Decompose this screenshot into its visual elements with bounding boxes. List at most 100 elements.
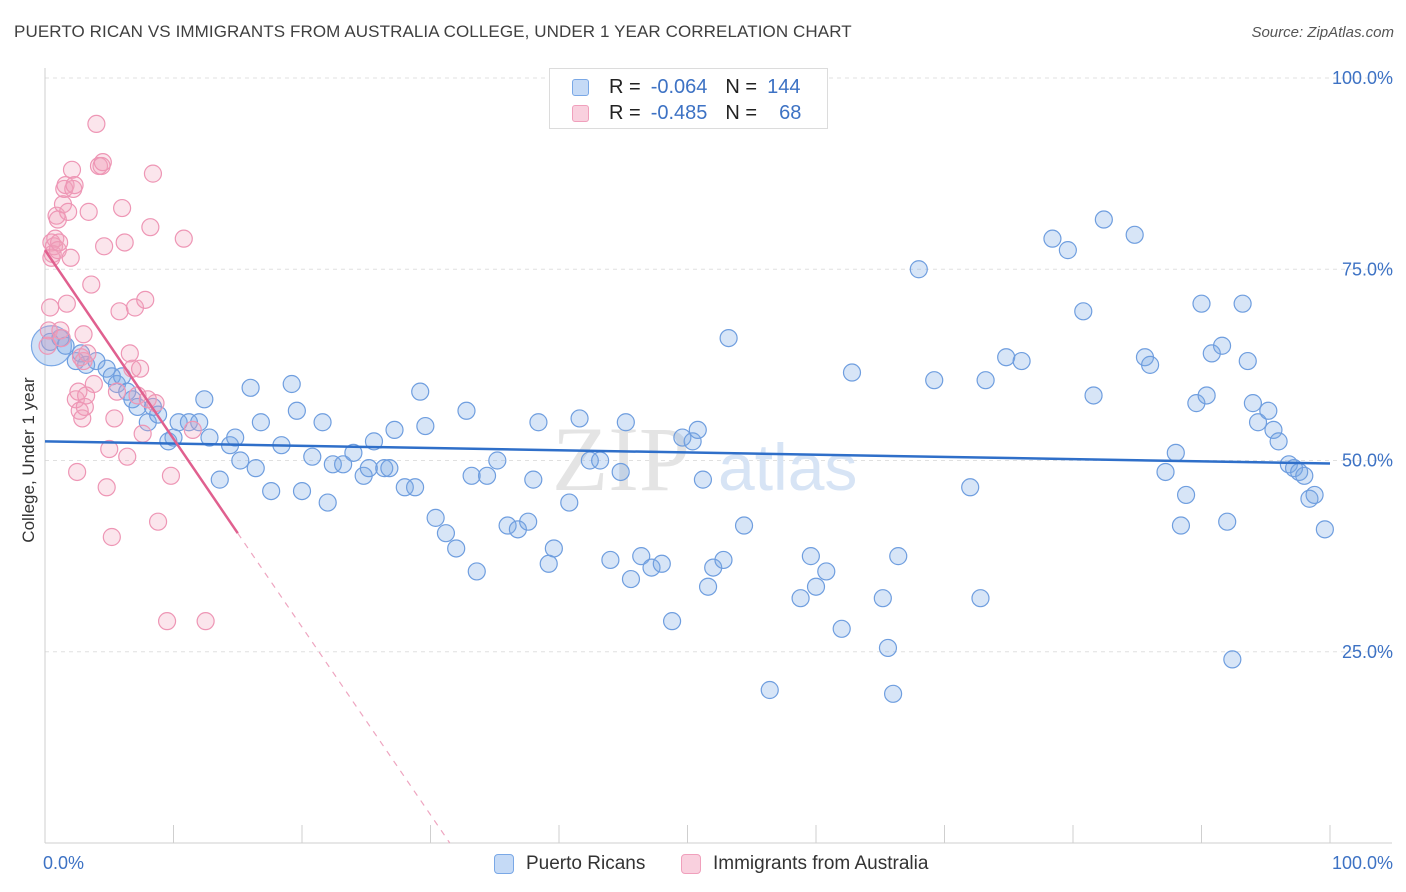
data-point-immigrants <box>196 612 215 631</box>
data-point-puerto-ricans <box>1248 413 1268 432</box>
data-point-puerto-ricans <box>1084 386 1103 405</box>
data-point-puerto-ricans <box>1094 210 1113 229</box>
data-point-puerto-ricans <box>529 413 548 432</box>
data-point-puerto-ricans <box>447 539 466 558</box>
data-point-puerto-ricans <box>544 539 563 558</box>
bottom-legend-swatch-blue <box>494 854 514 874</box>
data-point-immigrants <box>115 233 134 252</box>
data-point-puerto-ricans <box>889 547 908 566</box>
bottom-legend-immigrants: Immigrants from Australia <box>681 852 928 876</box>
data-point-puerto-ricans <box>570 409 589 428</box>
data-point-puerto-ricans <box>971 589 990 608</box>
legend-r-value: -0.485 <box>650 101 708 124</box>
legend-n-value: 144 <box>767 75 801 98</box>
data-point-puerto-ricans <box>601 550 620 570</box>
data-point-puerto-ricans <box>1012 351 1031 371</box>
bottom-legend-swatch-pink <box>681 854 701 874</box>
data-point-puerto-ricans <box>883 684 903 703</box>
data-point-puerto-ricans <box>976 371 995 390</box>
data-point-puerto-ricans <box>652 554 671 573</box>
data-point-puerto-ricans <box>524 470 543 489</box>
data-point-puerto-ricans <box>385 420 404 439</box>
data-point-puerto-ricans <box>1295 466 1314 485</box>
data-point-puerto-ricans <box>1269 432 1288 451</box>
y-axis-label: College, Under 1 year <box>19 377 38 543</box>
data-point-immigrants <box>102 527 121 547</box>
data-point-puerto-ricans <box>832 619 851 638</box>
data-point-puerto-ricans <box>683 432 702 451</box>
data-point-puerto-ricans <box>611 462 630 482</box>
data-point-puerto-ricans <box>909 260 928 279</box>
data-point-puerto-ricans <box>925 371 944 390</box>
data-point-puerto-ricans <box>1197 386 1216 405</box>
data-point-puerto-ricans <box>693 470 713 489</box>
data-point-immigrants <box>65 176 84 195</box>
data-point-puerto-ricans <box>539 554 558 573</box>
data-point-puerto-ricans <box>323 455 342 474</box>
y-tick-label: 100.0% <box>1332 68 1393 88</box>
data-point-puerto-ricans <box>734 516 754 535</box>
data-point-puerto-ricans <box>375 459 394 478</box>
data-point-immigrants <box>183 420 202 439</box>
data-point-puerto-ricans <box>292 482 312 501</box>
data-point-puerto-ricans <box>873 589 892 608</box>
data-point-puerto-ricans <box>801 547 820 566</box>
data-point-immigrants <box>174 229 193 248</box>
data-point-puerto-ricans <box>817 562 836 581</box>
data-point-immigrants <box>93 153 112 172</box>
data-point-immigrants <box>100 439 119 459</box>
data-point-puerto-ricans <box>457 401 476 420</box>
data-point-puerto-ricans <box>1074 302 1093 321</box>
data-point-immigrants <box>75 397 94 417</box>
data-point-immigrants <box>79 202 98 221</box>
data-point-puerto-ricans <box>303 447 322 466</box>
data-point-immigrants <box>133 424 152 443</box>
data-point-puerto-ricans <box>1058 241 1077 260</box>
data-point-puerto-ricans <box>1238 351 1257 371</box>
bottom-legend-label: Immigrants from Australia <box>713 853 929 874</box>
watermark-atlas: atlas <box>718 430 857 504</box>
data-point-puerto-ricans <box>169 413 188 432</box>
data-point-puerto-ricans <box>411 382 430 401</box>
data-point-immigrants <box>95 237 114 256</box>
data-point-immigrants <box>50 233 69 252</box>
data-point-immigrants <box>87 114 106 134</box>
data-point-immigrants <box>120 344 139 363</box>
data-point-puerto-ricans <box>1212 336 1232 355</box>
y-tick-label: 25.0% <box>1342 642 1393 662</box>
data-point-puerto-ricans <box>632 547 651 566</box>
axes <box>44 68 1392 844</box>
data-point-puerto-ricans <box>231 451 250 470</box>
data-point-puerto-ricans <box>688 420 707 439</box>
data-point-puerto-ricans <box>642 558 661 577</box>
data-point-puerto-ricans <box>1176 485 1196 505</box>
data-point-immigrants <box>105 409 124 428</box>
data-point-puerto-ricans <box>195 390 214 409</box>
source-credit: Source: ZipAtlas.com <box>1251 24 1394 41</box>
data-point-puerto-ricans <box>1140 355 1160 374</box>
data-point-puerto-ricans <box>1192 294 1211 313</box>
data-point-puerto-ricans <box>519 512 538 531</box>
data-point-immigrants <box>74 325 93 344</box>
data-point-immigrants <box>161 466 181 485</box>
x-tick-label: 0.0% <box>43 853 84 873</box>
data-point-puerto-ricans <box>621 569 641 589</box>
trend-line-immigrants-extension <box>237 532 451 844</box>
data-point-puerto-ricans <box>436 524 456 543</box>
data-point-puerto-ricans <box>1171 516 1191 535</box>
data-point-puerto-ricans <box>1259 401 1278 420</box>
data-point-puerto-ricans <box>416 416 435 436</box>
data-point-puerto-ricans <box>364 432 384 451</box>
data-point-immigrants <box>143 164 163 183</box>
y-tick-label: 75.0% <box>1342 259 1393 279</box>
data-point-immigrants <box>61 248 80 267</box>
data-point-immigrants <box>57 294 76 313</box>
data-point-puerto-ricans <box>241 378 260 397</box>
data-point-immigrants <box>84 374 103 394</box>
data-point-puerto-ricans <box>282 374 301 394</box>
data-point-puerto-ricans <box>698 577 718 596</box>
data-point-puerto-ricans <box>1125 225 1144 244</box>
data-point-immigrants <box>112 198 132 218</box>
data-point-immigrants <box>141 218 160 237</box>
